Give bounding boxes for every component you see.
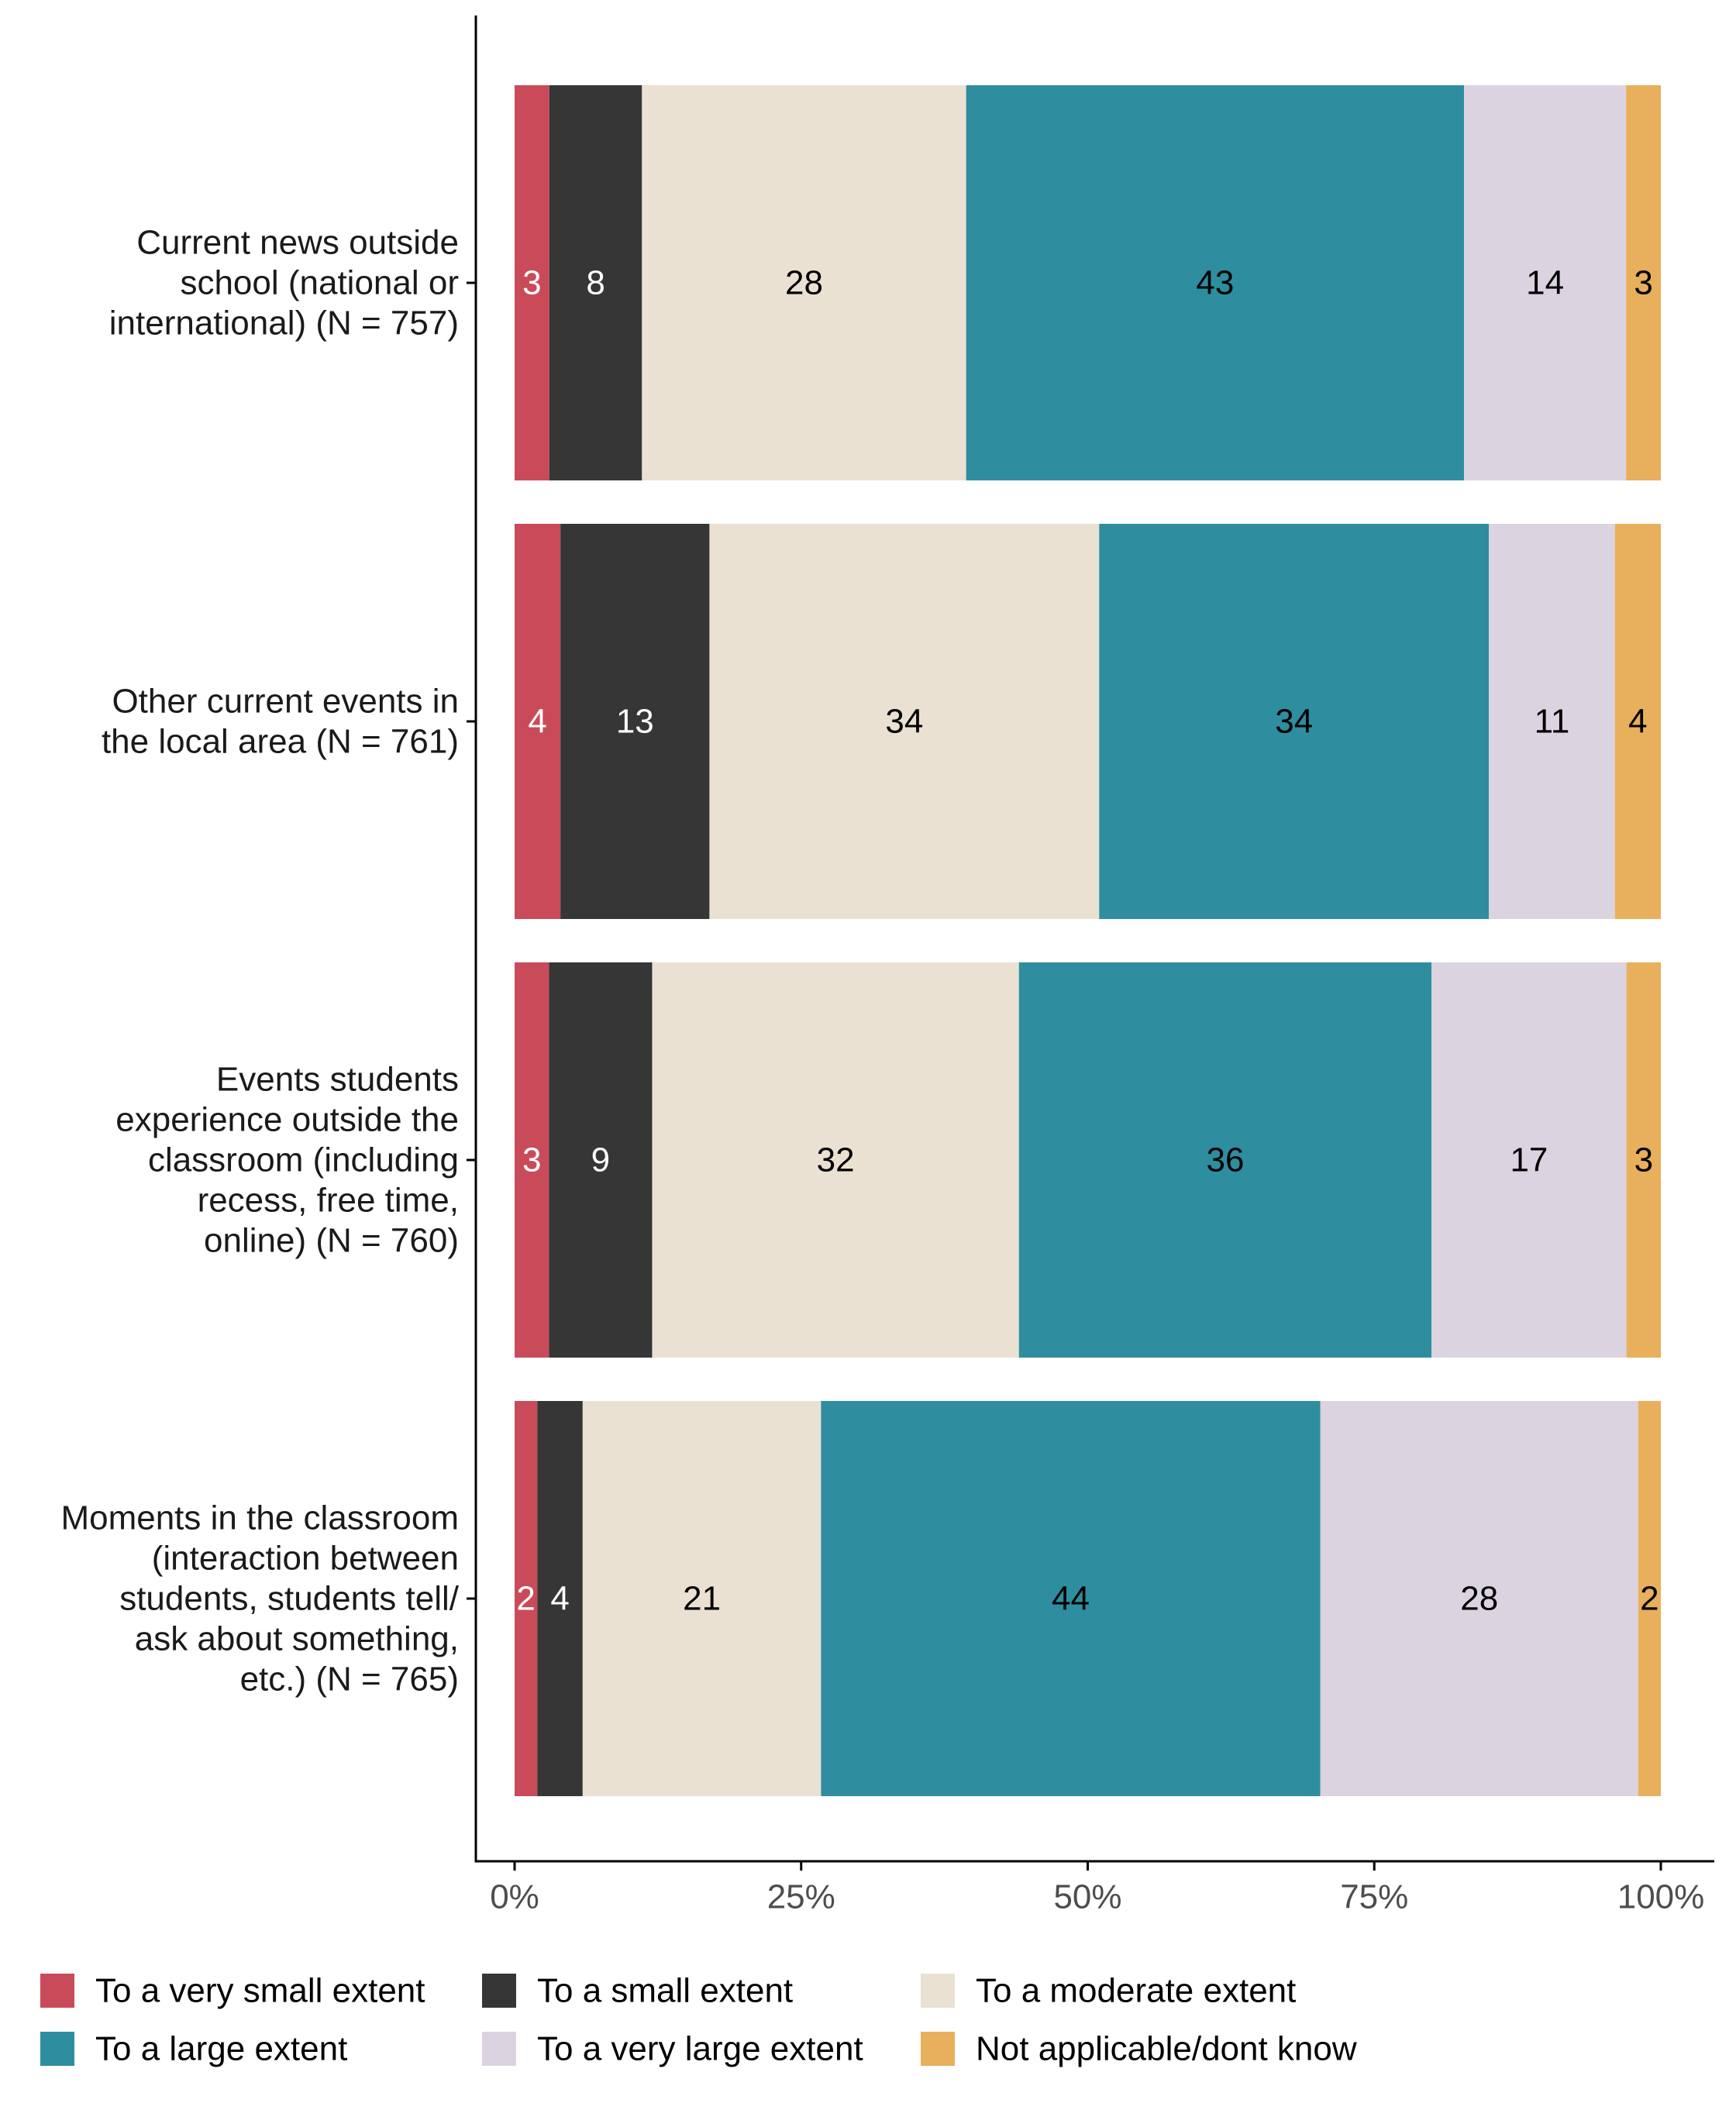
category-label-line: Events students [216,1061,459,1099]
category-label-line: recess, free time, [198,1182,459,1220]
data-label: 3 [522,1141,541,1179]
data-label: 17 [1510,1141,1548,1179]
category-label-line: students, students tell/ [119,1580,460,1618]
data-label: 4 [550,1580,569,1618]
data-label: 9 [591,1141,610,1179]
data-label: 28 [1460,1580,1498,1618]
x-tick-label: 100% [1617,1878,1705,1916]
category-label-line: (interaction between [152,1540,459,1578]
x-tick-label: 0% [490,1878,539,1916]
bar-segment [1320,1401,1638,1796]
category-label-line: experience outside the [115,1101,459,1139]
data-label: 3 [1634,1141,1653,1179]
bars-layer [515,85,1661,1796]
data-label: 34 [885,703,923,741]
axes-layer: 0% 25% 50% 75% 100% [467,15,1714,1916]
bar-segment [515,1401,538,1796]
legend-key [482,1974,516,2008]
category-labels-layer: Current news outside school (national or i… [60,224,459,1699]
bar-segment [549,85,642,480]
x-tick-label: 25% [767,1878,835,1916]
bar-segment [515,524,561,919]
data-label: 4 [1628,703,1647,741]
bar-segment [515,962,549,1358]
bar-segment [1626,85,1661,480]
category-label-line: classroom (including [148,1141,459,1179]
data-label: 44 [1052,1580,1090,1618]
legend-key [40,2032,74,2066]
category-label-line: Current news outside [136,224,459,262]
category-label-line: international) (N = 757) [109,305,459,342]
data-label: 8 [586,264,604,302]
legend-label: To a moderate extent [976,1972,1296,2010]
legend-label: Not applicable/dont know [976,2030,1357,2068]
bar-segment [709,524,1100,919]
bar-segment [1626,962,1661,1358]
bar-segment [549,962,653,1358]
data-label: 2 [1640,1580,1658,1618]
category-label-line: online) (N = 760) [204,1222,459,1260]
data-label: 28 [785,264,823,302]
data-labels-layer: 3 8 28 43 14 34 13 34 34 11 43 9 32 36 17 32 4 21 44 28 2 [516,264,1658,1618]
legend-label: To a large extent [95,2030,347,2068]
category-label-line: Other current events in [112,683,459,721]
category-label: Other current events in the local area (N… [102,683,459,761]
bar-segment [537,1401,583,1796]
bar-segment [966,85,1465,480]
bar-segment [642,85,966,480]
legend-key [921,1974,955,2008]
bar-segment [652,962,1019,1358]
category-label-line: Moments in the classroom [60,1499,459,1537]
legend-label: To a very small extent [95,1972,425,2010]
bar-segment [1431,962,1627,1358]
bar-segment [821,1401,1321,1796]
x-tick-label: 50% [1053,1878,1121,1916]
legend-key [40,1974,74,2008]
bar-segment [582,1401,822,1796]
data-label: 14 [1526,264,1564,302]
bar-segment [1489,524,1615,919]
data-label: 43 [1196,264,1234,302]
category-label-line: the local area (N = 761) [102,723,459,761]
bar-segment [1099,524,1490,919]
data-label: 32 [817,1141,855,1179]
data-label: 11 [1534,703,1570,741]
bar-segment [560,524,710,919]
data-label: 36 [1207,1141,1245,1179]
legend-key [482,2032,516,2066]
legend-label: To a small extent [537,1972,793,2010]
bar-segment [1018,962,1432,1358]
category-label: Moments in the classroom (interaction bet… [60,1499,459,1699]
data-label: 3 [1634,264,1652,302]
data-label: 3 [522,264,541,302]
bar-segment [1614,524,1661,919]
category-label-line: etc.) (N = 765) [240,1661,459,1699]
data-label: 13 [616,703,654,741]
legend: To a very small extent To a small extent T… [40,1972,1357,2068]
data-label: 21 [683,1580,721,1618]
bar-segment [1638,1401,1661,1796]
x-tick-label: 75% [1340,1878,1408,1916]
category-label-line: ask about something, [135,1620,459,1658]
legend-key [921,2032,955,2066]
legend-label: To a very large extent [537,2030,863,2068]
data-label: 34 [1275,703,1313,741]
category-label: Current news outside school (national or i… [109,224,459,342]
bar-segment [515,85,549,480]
data-label: 2 [516,1580,535,1618]
data-label: 4 [528,703,546,741]
category-label: Events students experience outside the cla… [115,1061,459,1260]
category-label-line: school (national or [180,264,459,302]
bar-segment [1464,85,1627,480]
